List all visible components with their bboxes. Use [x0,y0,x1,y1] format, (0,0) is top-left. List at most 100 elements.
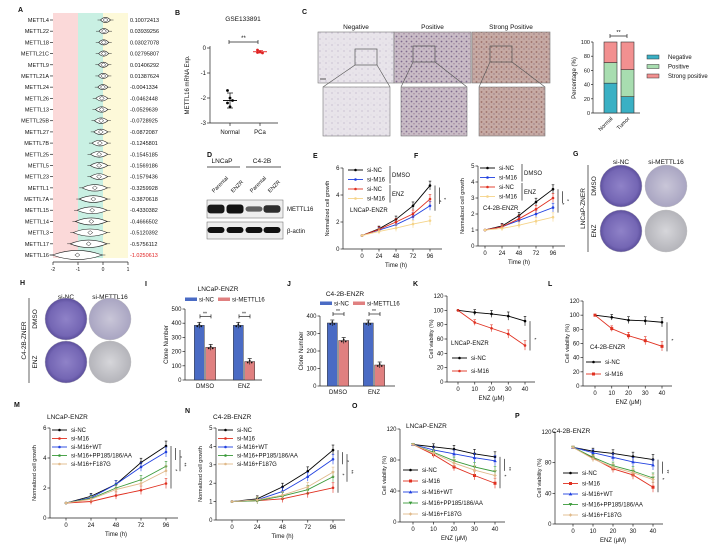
panel-label-N: N [185,408,190,415]
data-point [411,222,415,226]
panel-label-G: G [573,151,579,158]
gene-label: METTL4 [28,18,49,24]
violin-mark [98,50,110,57]
data-point [248,359,251,362]
legend-label: si-M16+PP185/186/AA [422,501,483,507]
legend-label: si-NC [605,360,621,366]
data-point [331,448,335,452]
x-axis-label: Time (h) [385,263,407,269]
data-point [506,314,510,318]
legend-label: si-NC [71,428,87,434]
data-point [472,455,477,460]
panel-label-E: E [313,153,318,160]
ihc-label: Positive [421,24,444,31]
blot-band [207,227,225,233]
data-point [458,369,461,373]
x-tick-label: 0 [483,251,487,257]
data-point [354,197,357,200]
violin-mark [81,184,109,192]
y-tick-label: 2 [336,220,340,226]
y-tick-label: 60 [573,342,580,348]
y-tick-label: 100 [581,40,590,46]
x-tick-label: ENZ [238,384,250,390]
y-tick-label: 0 [587,111,590,117]
gene-label: METTL5 [28,163,49,169]
data-point [651,485,655,489]
data-point [551,196,555,200]
ihc-label: Negative [343,24,369,31]
violin-mark [100,17,111,23]
data-point [506,332,510,336]
x-tick-label: 48 [516,251,523,257]
violin-mark [51,250,104,260]
colony-well [644,164,688,208]
y-tick-label: 20 [437,366,444,372]
data-point [493,481,497,485]
y-axis-label: Clone Number [299,332,305,371]
zoom-box [412,45,436,63]
y-axis-label: Clone Number [164,325,170,364]
y-tick-label: 300 [306,332,317,338]
column-label: si-NC [58,294,75,301]
data-point [139,482,143,485]
y-tick-label: 0 [471,244,475,250]
y-tick-label: 40 [390,489,397,495]
gene-label: METTL23 [25,175,49,181]
x-tick-label: 30 [505,387,512,393]
data-point [490,326,493,330]
data-point [592,360,595,364]
data-point [631,455,635,458]
violin-mark [74,217,108,226]
y-tick-label: 4 [336,193,340,199]
y-axis-label: Normalized cell growth [325,181,331,237]
data-point [139,465,143,469]
y-tick-label: 4 [209,444,213,450]
y-tick-label: 120 [569,299,580,305]
x-tick-label: 0 [456,387,460,393]
violin-median [74,252,81,258]
data-point [58,428,61,432]
x-tick-label: 24 [254,525,261,531]
data-point [226,101,229,105]
x-tick-label: 10 [608,391,615,397]
data-point [164,482,168,485]
lane-label: Parental [249,176,268,195]
zoom-box [354,48,378,66]
gene-label: METTL16 [25,253,49,259]
zoom-line [434,61,468,88]
negative-band [53,13,78,258]
legend-label: si-M16 [499,176,518,182]
x-tick-label: 72 [533,251,540,257]
bar [194,325,205,381]
violin-mark [98,28,110,35]
violin-median [100,51,107,56]
data-point [224,437,227,440]
blot-group-label: LNCaP [212,158,233,165]
data-point [354,187,357,191]
data-point [611,465,615,470]
data-point [164,469,168,473]
y-tick-label: 0 [313,384,317,390]
significance-label: ** [336,309,340,315]
violin-median [96,174,102,179]
value-label: 0.02795807 [130,52,159,58]
data-point [224,428,227,432]
data-point [500,227,504,230]
data-point [226,89,229,92]
legend-swatch [218,297,230,301]
significance-label: * [343,460,349,462]
legend-swatch [646,54,660,60]
data-point [378,363,381,365]
blot-band [226,227,244,233]
value-label: -0.5756112 [130,242,157,248]
data-point [568,513,573,517]
legend-label: si-NC [422,468,438,474]
data-point [354,168,357,172]
value-label: -0.3870618 [130,197,158,203]
data-point [643,319,647,323]
panel-label-M: M [14,402,20,409]
violin-median [87,230,94,235]
value-label: 0.03939256 [130,29,159,35]
lane-label: Parental [211,176,230,195]
y-tick-label: 200 [171,350,182,356]
